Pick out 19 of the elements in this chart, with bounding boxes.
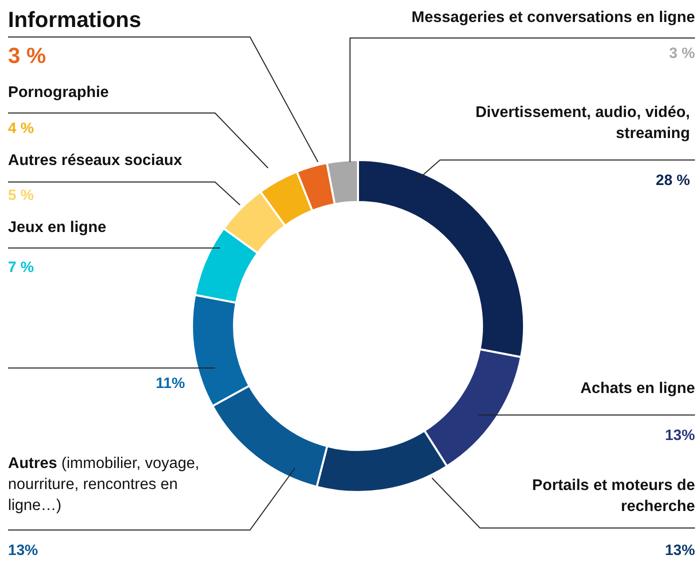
slice-label: Jeux en ligne	[8, 219, 107, 236]
data-label: 13%	[8, 542, 38, 559]
data-label: 5 %	[8, 187, 34, 204]
data-label: 7 %	[8, 259, 34, 276]
slice-label: Autres réseaux sociaux	[8, 152, 182, 169]
data-label: 13%	[664, 427, 695, 444]
slice-label: Informations	[8, 7, 142, 32]
slice-label: Achats en ligne	[580, 380, 696, 397]
data-label: 28 %	[656, 172, 690, 189]
slice-label: Pornographie	[8, 84, 110, 101]
slice-label: Portails et moteurs de recherche	[532, 477, 696, 515]
data-label: 3 %	[8, 43, 46, 68]
category-label: Autres (immobilier, voyage, nourriture, rencontres en ligne…)	[8, 455, 200, 514]
data-label: 3 %	[669, 45, 695, 62]
data-label: 4 %	[8, 120, 34, 137]
data-label: 13%	[664, 542, 695, 559]
slice-label: Messageries et conversations en ligne	[412, 9, 696, 26]
data-label: 11%	[156, 375, 185, 392]
slice-label: Divertissement, audio, vidéo, streaming	[475, 104, 690, 142]
